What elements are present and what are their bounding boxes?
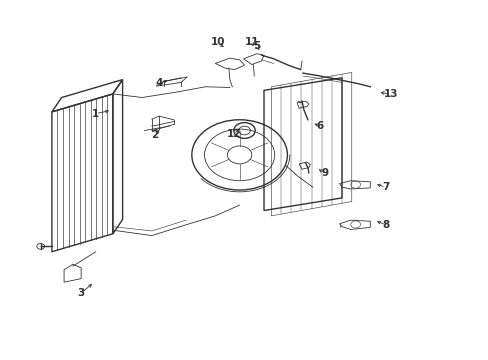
Text: 8: 8: [382, 220, 389, 230]
Text: 7: 7: [382, 182, 389, 192]
Text: 1: 1: [92, 109, 99, 119]
Text: 2: 2: [150, 130, 158, 140]
Text: 10: 10: [210, 37, 224, 47]
Text: 13: 13: [383, 89, 397, 99]
Text: 3: 3: [78, 288, 84, 298]
Text: 5: 5: [253, 41, 260, 50]
Text: 9: 9: [321, 168, 328, 178]
Text: 4: 4: [155, 78, 163, 88]
Text: 12: 12: [226, 129, 241, 139]
Text: 6: 6: [316, 121, 323, 131]
Text: 11: 11: [244, 37, 259, 47]
